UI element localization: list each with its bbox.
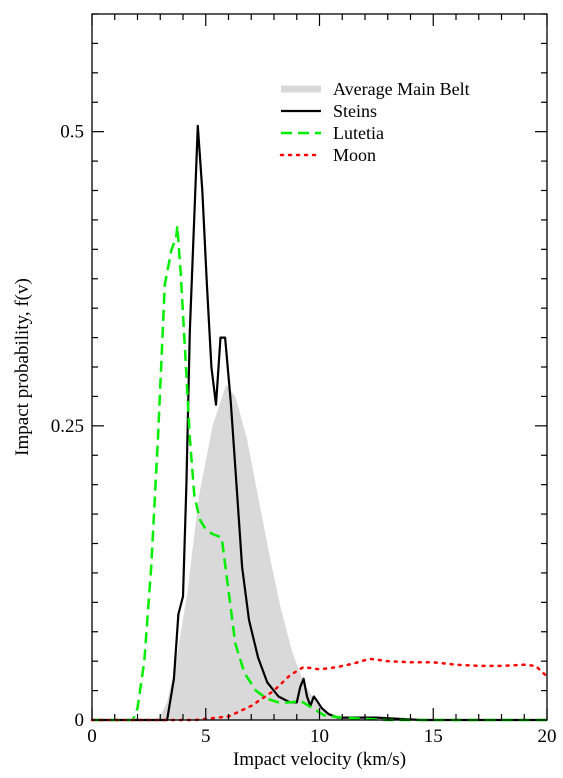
legend-label-lutetia: Lutetia xyxy=(333,123,384,143)
legend-label-steins: Steins xyxy=(333,101,377,121)
y-tick-label: 0 xyxy=(75,710,85,731)
series-line-steins xyxy=(92,124,547,722)
series-line-lutetia xyxy=(92,224,547,722)
x-tick-label: 20 xyxy=(538,726,557,747)
legend-label-average-main-belt: Average Main Belt xyxy=(333,79,470,99)
x-tick-label: 0 xyxy=(87,726,97,747)
x-tick-label: 10 xyxy=(310,726,329,747)
x-tick-label: 15 xyxy=(424,726,443,747)
ticks-layer: 0 5 10 15 20 0 0.25 0.5 xyxy=(51,13,557,747)
y-tick-label: 0.5 xyxy=(60,122,84,143)
x-axis-label: Impact velocity (km/s) xyxy=(233,749,406,770)
series-area-average-main-belt xyxy=(92,384,547,720)
series-layer xyxy=(90,124,549,722)
legend-label-moon: Moon xyxy=(333,145,376,165)
x-tick-label: 5 xyxy=(201,726,211,747)
y-axis-label: Impact probability, f(v) xyxy=(12,278,33,456)
y-tick-label: 0.25 xyxy=(51,416,84,437)
series-line-moon xyxy=(90,657,549,722)
